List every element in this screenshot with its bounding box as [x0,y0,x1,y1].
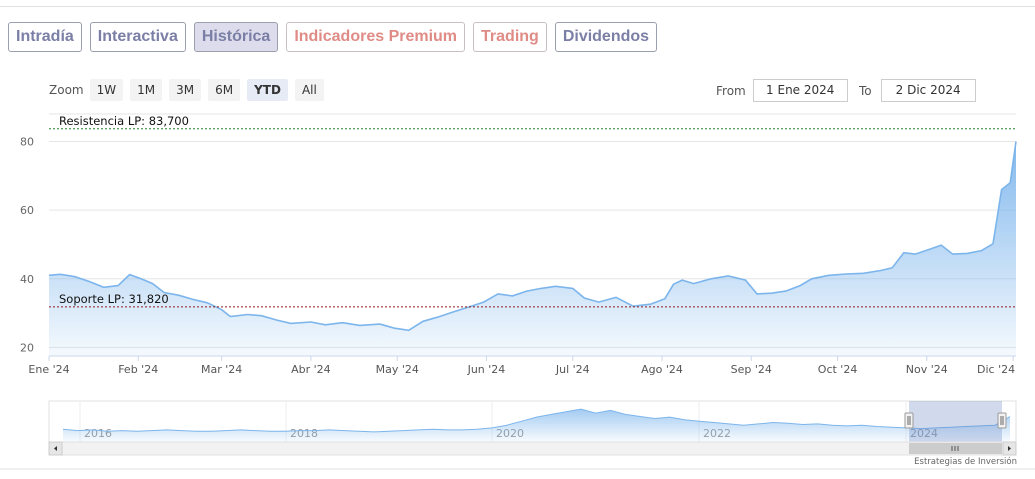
zoom-label: Zoom [49,83,84,97]
tab-intradía[interactable]: Intradía [8,22,82,52]
x-tick-label: Ene '24 [28,363,69,376]
x-tick-label: Ago '24 [641,363,683,376]
y-tick-label: 20 [20,341,34,354]
from-date-input[interactable]: 1 Ene 2024 [752,79,848,102]
zoom-selector: Zoom 1W 1M 3M 6M YTD All [49,79,331,101]
to-label: To [859,83,872,98]
navigator-selection[interactable] [909,401,1002,442]
zoom-ytd-button[interactable]: YTD [247,79,288,101]
series-line [48,141,1017,332]
arrow-left-icon [54,446,57,451]
range-from: From 1 Ene 2024 [716,79,848,102]
range-to: To 2 Dic 2024 [859,79,976,102]
tab-dividendos[interactable]: Dividendos [554,22,658,52]
tab-histórica[interactable]: Histórica [193,22,279,52]
x-tick-label: Sep '24 [731,363,772,376]
watermark: Estrategias de Inversión [914,457,1017,467]
x-tick-label: Feb '24 [118,363,158,376]
navigator-line [62,408,1011,433]
to-date-input[interactable]: 2 Dic 2024 [880,79,976,102]
navigator-handle-left[interactable] [904,412,914,429]
top-rule [0,6,1035,7]
navigator-area [63,409,1010,442]
navigator-handle-right[interactable] [997,412,1007,429]
x-tick-label: Abr '24 [291,363,331,376]
support-label: Soporte LP: 31,820 [59,292,169,306]
zoom-3m-button[interactable]: 3M [169,79,202,101]
zoom-1m-button[interactable]: 1M [130,79,163,101]
x-tick-label: Dic '24 [977,363,1015,376]
zoom-6m-button[interactable]: 6M [208,79,241,101]
x-tick-label: Jun '24 [467,363,506,376]
scrollbar-track [48,441,1017,456]
x-tick-label: Nov '24 [906,363,948,376]
x-tick-label: Mar '24 [201,363,242,376]
y-tick-label: 60 [20,204,34,217]
tab-bar: Intradía Interactiva Histórica Indicadores … [8,22,658,52]
x-tick-label: May '24 [376,363,419,376]
resistance-label: Resistencia LP: 83,700 [59,114,189,128]
tab-indicadores-premium[interactable]: Indicadores Premium [286,22,466,52]
tab-interactiva[interactable]: Interactiva [89,22,186,52]
zoom-all-button[interactable]: All [294,79,324,101]
x-tick-label: Jul '24 [555,363,590,376]
zoom-1w-button[interactable]: 1W [89,79,124,101]
from-label: From [716,83,746,98]
series-area [49,141,1016,356]
x-tick-label: Oct '24 [818,363,858,376]
tab-trading[interactable]: Trading [473,22,547,52]
y-tick-label: 80 [20,135,34,148]
y-tick-label: 40 [20,273,34,286]
arrow-right-icon [1008,446,1011,451]
